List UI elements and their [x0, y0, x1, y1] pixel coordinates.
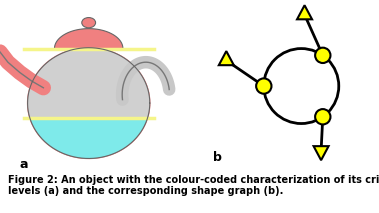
PathPatch shape — [28, 48, 150, 158]
Polygon shape — [55, 29, 123, 49]
Polygon shape — [28, 48, 150, 158]
Text: Figure 2: An object with the colour-coded characterization of its critical
level: Figure 2: An object with the colour-code… — [8, 175, 379, 196]
PathPatch shape — [28, 48, 150, 158]
Circle shape — [256, 78, 271, 94]
Circle shape — [315, 48, 330, 63]
Polygon shape — [313, 146, 329, 160]
Ellipse shape — [82, 17, 96, 28]
Text: b: b — [213, 151, 222, 164]
PathPatch shape — [28, 48, 150, 158]
Bar — [0, 49, 217, 118]
PathPatch shape — [28, 48, 150, 158]
Polygon shape — [297, 5, 312, 19]
Text: a: a — [19, 158, 28, 171]
Circle shape — [315, 109, 330, 124]
Polygon shape — [219, 51, 234, 65]
Bar — [0, 118, 217, 192]
